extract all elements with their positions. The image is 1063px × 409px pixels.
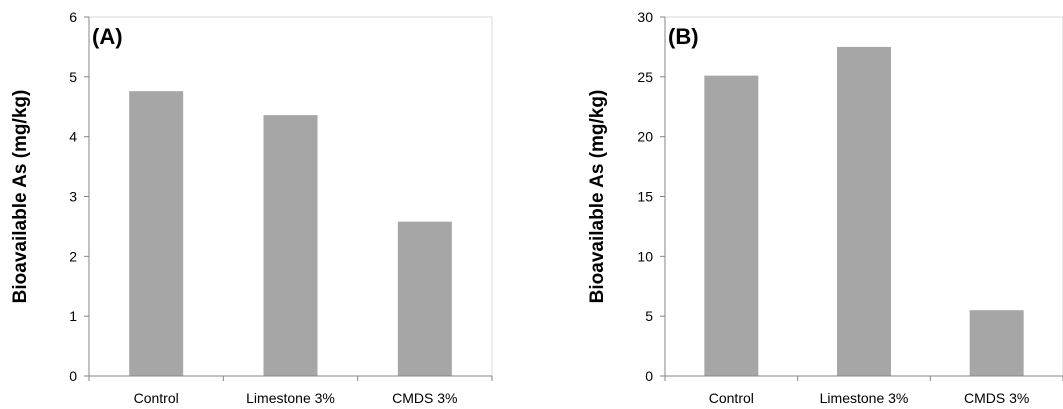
panel-label: (B) <box>668 24 699 49</box>
bar-2 <box>837 46 891 377</box>
y-tick-label: 5 <box>645 308 653 324</box>
x-tick-label: CMDS 3% <box>964 390 1029 406</box>
y-axis-title: Bioavailable As (mg/kg) <box>10 90 31 304</box>
y-tick-label: 3 <box>69 189 77 205</box>
y-tick-label: 4 <box>69 129 77 145</box>
y-tick-label: 0 <box>645 368 653 384</box>
y-tick-label: 20 <box>637 129 653 145</box>
x-tick-label: CMDS 3% <box>392 390 457 406</box>
y-tick-label: 5 <box>69 69 77 85</box>
bar-1 <box>704 75 759 377</box>
bar-3 <box>969 310 1024 376</box>
y-tick-label: 25 <box>637 69 653 85</box>
y-axis-title: Bioavailable As (mg/kg) <box>587 90 608 304</box>
y-tick-label: 15 <box>637 189 653 205</box>
chart-panel-a: 0 1 2 3 4 5 6 Control Limestone 3% CMDS 3% (A) Bioa… <box>10 9 493 406</box>
x-tick-label: Limestone 3% <box>820 390 909 406</box>
x-tick-label: Control <box>709 390 754 406</box>
chart-panel-b: 0 5 10 15 20 25 30 Control Limestone 3% CMDS 3% (B… <box>587 9 1063 406</box>
y-tick-label: 6 <box>69 9 77 25</box>
y-tick-label: 10 <box>637 248 653 264</box>
y-tick-label: 1 <box>69 308 77 324</box>
x-tick-label: Control <box>134 390 179 406</box>
y-tick-label: 0 <box>69 368 77 384</box>
y-tick-label: 30 <box>637 9 653 25</box>
x-tick-label: Limestone 3% <box>246 390 335 406</box>
bar-3 <box>397 221 452 376</box>
bar-1 <box>129 91 184 377</box>
bar-2 <box>263 115 318 377</box>
y-tick-label: 2 <box>69 248 77 264</box>
panel-label: (A) <box>92 24 123 49</box>
